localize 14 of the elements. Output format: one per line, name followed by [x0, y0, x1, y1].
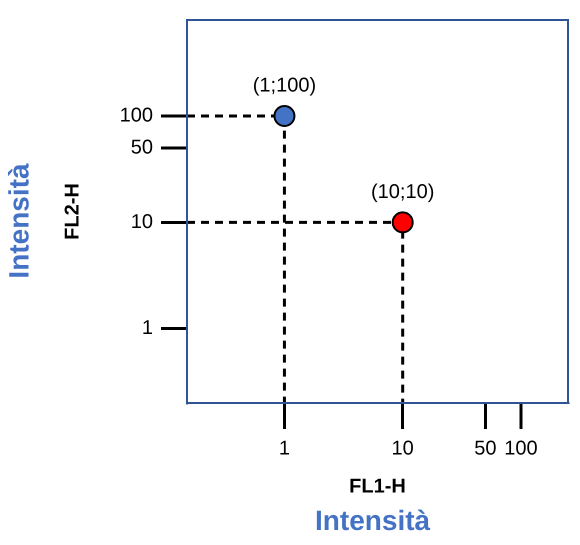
text: Intensità [315, 505, 430, 537]
x-tick-label: 1 [278, 438, 290, 460]
annotation: (10;10) [371, 180, 434, 203]
y-tick-label: 100 [120, 104, 153, 127]
x-tick-label: 50 [474, 438, 496, 460]
x-axis-title: FL1-H [349, 476, 406, 498]
text: Intensità [4, 163, 36, 279]
y-tick-label: 1 [142, 317, 153, 340]
x-tick-label: 100 [504, 438, 538, 460]
x-tick-label: 10 [392, 438, 414, 460]
y-axis-title: FL2-H [62, 183, 84, 240]
annotation: (1;100) [252, 74, 316, 97]
y-tick-label: 50 [130, 136, 153, 159]
y-tick-label: 10 [130, 210, 153, 233]
